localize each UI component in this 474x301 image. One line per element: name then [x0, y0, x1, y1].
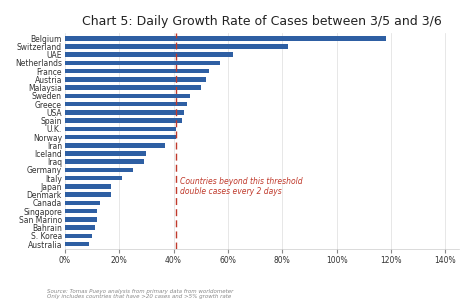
- Bar: [65, 94, 190, 98]
- Bar: [65, 118, 182, 123]
- Bar: [65, 69, 209, 73]
- Bar: [65, 217, 97, 222]
- Bar: [65, 225, 95, 230]
- Bar: [65, 151, 146, 156]
- Bar: [65, 52, 233, 57]
- Bar: [65, 168, 133, 172]
- Title: Chart 5: Daily Growth Rate of Cases between 3/5 and 3/6: Chart 5: Daily Growth Rate of Cases betw…: [82, 15, 442, 28]
- Bar: [65, 209, 97, 213]
- Bar: [65, 44, 288, 49]
- Bar: [65, 36, 385, 41]
- Bar: [65, 110, 184, 115]
- Text: Source: Tomas Pueyo analysis from primary data from worldometer
Only includes co: Source: Tomas Pueyo analysis from primar…: [47, 289, 234, 299]
- Bar: [65, 102, 187, 106]
- Bar: [65, 176, 122, 181]
- Bar: [65, 77, 206, 82]
- Bar: [65, 126, 176, 131]
- Bar: [65, 61, 220, 65]
- Text: Countries beyond this threshold
double cases every 2 days: Countries beyond this threshold double c…: [180, 177, 303, 196]
- Bar: [65, 85, 201, 90]
- Bar: [65, 192, 111, 197]
- Bar: [65, 242, 89, 246]
- Bar: [65, 234, 92, 238]
- Bar: [65, 143, 165, 147]
- Bar: [65, 160, 144, 164]
- Bar: [65, 201, 100, 205]
- Bar: [65, 135, 176, 139]
- Bar: [65, 184, 111, 189]
